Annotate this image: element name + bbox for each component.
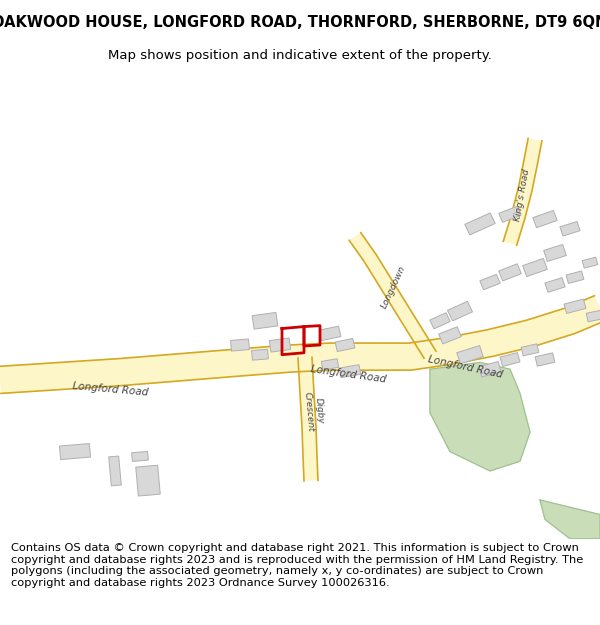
Polygon shape [439,327,461,344]
Polygon shape [465,213,495,235]
Polygon shape [230,339,250,351]
Polygon shape [521,344,539,356]
Polygon shape [480,274,500,290]
Polygon shape [251,349,268,360]
Polygon shape [448,301,473,321]
Polygon shape [535,353,555,366]
Polygon shape [457,346,483,364]
Text: Digby
Crescent: Digby Crescent [302,390,325,432]
Text: Longford Road: Longford Road [71,381,148,398]
Polygon shape [59,444,91,459]
Polygon shape [499,206,521,222]
Polygon shape [0,296,600,393]
Polygon shape [582,257,598,268]
Polygon shape [479,362,501,377]
Polygon shape [322,359,338,370]
Polygon shape [430,362,530,471]
Text: Map shows position and indicative extent of the property.: Map shows position and indicative extent… [108,49,492,62]
Polygon shape [566,271,584,283]
Polygon shape [545,278,565,292]
Polygon shape [523,258,547,277]
Polygon shape [533,211,557,227]
Text: Longdown: Longdown [379,264,407,310]
Polygon shape [586,310,600,322]
Text: Longford Road: Longford Road [310,364,386,384]
Polygon shape [335,339,355,351]
Text: Contains OS data © Crown copyright and database right 2021. This information is : Contains OS data © Crown copyright and d… [11,543,583,588]
Polygon shape [252,312,278,329]
Polygon shape [136,465,160,496]
Polygon shape [560,221,580,236]
Polygon shape [430,312,450,329]
Polygon shape [503,138,542,245]
Polygon shape [298,357,318,481]
Polygon shape [109,456,121,486]
Text: OAKWOOD HOUSE, LONGFORD ROAD, THORNFORD, SHERBORNE, DT9 6QN: OAKWOOD HOUSE, LONGFORD ROAD, THORNFORD,… [0,14,600,29]
Polygon shape [500,352,520,366]
Text: Longford Road: Longford Road [427,354,503,380]
Polygon shape [131,451,148,461]
Polygon shape [269,338,291,352]
Polygon shape [544,244,566,261]
Text: King's Road: King's Road [513,168,531,222]
Polygon shape [319,326,341,341]
Polygon shape [564,299,586,313]
Polygon shape [349,232,436,358]
Polygon shape [339,365,361,378]
Polygon shape [540,500,600,539]
Polygon shape [499,264,521,281]
